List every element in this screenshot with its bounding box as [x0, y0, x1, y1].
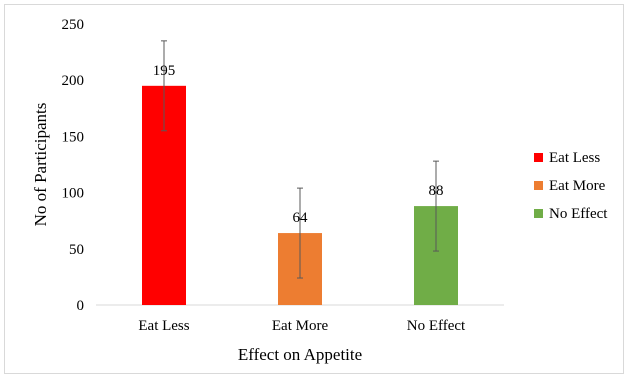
x-category-label: Eat Less: [138, 318, 189, 334]
y-tick-label: 0: [77, 298, 85, 314]
x-axis-title: Effect on Appetite: [238, 345, 362, 364]
legend-swatch: [534, 209, 543, 218]
error-bars: [161, 40, 439, 279]
x-axis-categories: Eat Less Eat More No Effect: [138, 318, 466, 334]
legend-swatch: [534, 153, 543, 162]
y-tick-label: 150: [62, 129, 85, 145]
y-tick-label: 250: [62, 17, 85, 33]
legend: Eat Less Eat More No Effect: [534, 150, 608, 222]
y-tick-label: 100: [62, 186, 85, 202]
data-labels: 195 64 88: [153, 63, 444, 226]
data-label: 195: [153, 63, 176, 79]
y-axis-title: No of Participants: [31, 103, 50, 227]
legend-label: No Effect: [549, 206, 608, 222]
data-label: 64: [293, 210, 309, 226]
legend-label: Eat Less: [549, 150, 600, 166]
x-category-label: Eat More: [272, 318, 329, 334]
y-tick-label: 200: [62, 73, 85, 89]
legend-swatch: [534, 181, 543, 190]
y-axis-ticks: 0 50 100 150 200 250: [62, 17, 85, 314]
chart-frame: [4, 4, 624, 374]
x-category-label: No Effect: [407, 318, 466, 334]
data-label: 88: [429, 183, 444, 199]
y-tick-label: 50: [69, 242, 84, 258]
legend-label: Eat More: [549, 178, 606, 194]
